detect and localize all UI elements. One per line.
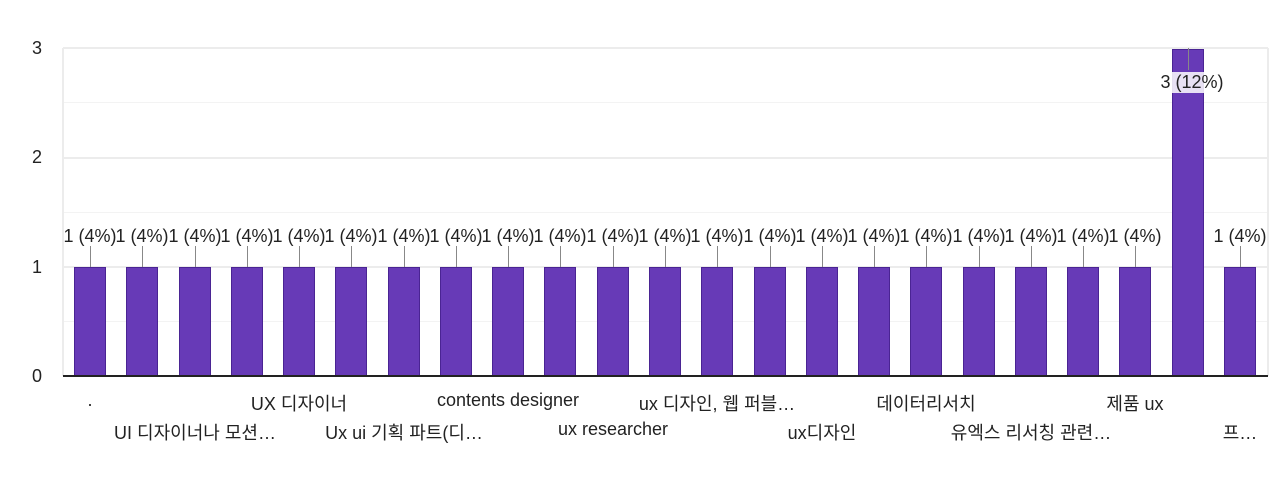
gridline-2	[63, 157, 1268, 159]
bar[interactable]	[1015, 266, 1047, 376]
x-axis-label: 유엑스 리서칭 관련…	[950, 423, 1112, 443]
x-axis-label: ux디자인	[787, 423, 857, 443]
x-axis-line	[63, 375, 1268, 377]
x-axis-label: .	[87, 390, 93, 410]
x-axis-label: 데이터리서치	[876, 394, 976, 414]
data-label-leader	[1188, 48, 1189, 70]
bar[interactable]	[1172, 49, 1204, 376]
bar[interactable]	[806, 266, 838, 376]
data-label-leader	[665, 246, 666, 267]
bar[interactable]	[858, 266, 890, 376]
data-label-leader	[299, 246, 300, 267]
gridline-3	[63, 47, 1268, 49]
data-label-leader	[195, 246, 196, 267]
x-axis-label: contents designer	[436, 390, 580, 410]
gridline-minor	[63, 102, 1268, 103]
data-label: 1 (4%)	[690, 226, 744, 246]
data-label-leader	[351, 246, 352, 267]
data-label-leader	[926, 246, 927, 267]
data-label-leader	[1083, 246, 1084, 267]
data-label: 1 (4%)	[1108, 226, 1162, 246]
data-label: 1 (4%)	[533, 226, 587, 246]
bar[interactable]	[388, 266, 420, 376]
data-label: 1 (4%)	[743, 226, 797, 246]
data-label-leader	[508, 246, 509, 267]
data-label-leader	[456, 246, 457, 267]
bar[interactable]	[649, 266, 681, 376]
bar[interactable]	[754, 266, 786, 376]
data-label: 1 (4%)	[377, 226, 431, 246]
bar[interactable]	[440, 266, 472, 376]
x-axis-label: ux 디자인, 웹 퍼블…	[638, 394, 796, 414]
data-label-leader	[560, 246, 561, 267]
data-label-leader	[717, 246, 718, 267]
x-axis-label: UI 디자이너나 모션…	[114, 423, 276, 443]
data-label: 1 (4%)	[847, 226, 901, 246]
bar[interactable]	[1119, 266, 1151, 376]
x-axis-label: Ux ui 기획 파트(디…	[325, 423, 483, 443]
data-label-leader	[142, 246, 143, 267]
data-label: 1 (4%)	[220, 226, 274, 246]
data-label: 1 (4%)	[1056, 226, 1110, 246]
data-label: 1 (4%)	[168, 226, 222, 246]
data-label: 1 (4%)	[1213, 226, 1267, 246]
data-label: 1 (4%)	[899, 226, 953, 246]
data-label-leader	[613, 246, 614, 267]
data-label-leader	[979, 246, 980, 267]
bar[interactable]	[910, 266, 942, 376]
data-label-leader	[1240, 246, 1241, 267]
bar[interactable]	[963, 266, 995, 376]
bar[interactable]	[701, 266, 733, 376]
data-label-leader	[90, 246, 91, 267]
gridline-minor	[63, 212, 1268, 213]
data-label-leader	[1031, 246, 1032, 267]
plot-border-right	[1267, 48, 1269, 376]
data-label-leader	[770, 246, 771, 267]
x-axis-label: 제품 ux	[1106, 394, 1164, 414]
y-tick-1: 1	[31, 257, 42, 277]
bar[interactable]	[74, 266, 106, 376]
data-label-leader	[1135, 246, 1136, 267]
y-tick-0: 0	[31, 366, 42, 386]
y-tick-2: 2	[31, 147, 42, 167]
x-axis-label: 프…	[1222, 423, 1258, 443]
bar[interactable]	[335, 266, 367, 376]
data-label: 1 (4%)	[586, 226, 640, 246]
x-axis-label: UX 디자이너	[250, 394, 348, 414]
data-label: 1 (4%)	[115, 226, 169, 246]
data-label: 1 (4%)	[429, 226, 483, 246]
x-axis-label: ux researcher	[557, 419, 669, 439]
data-label: 1 (4%)	[638, 226, 692, 246]
bar[interactable]	[544, 266, 576, 376]
data-label: 1 (4%)	[63, 226, 117, 246]
plot-border-left	[62, 48, 64, 376]
bar[interactable]	[283, 266, 315, 376]
data-label-leader	[822, 246, 823, 267]
bar[interactable]	[1067, 266, 1099, 376]
data-label: 1 (4%)	[481, 226, 535, 246]
bar[interactable]	[597, 266, 629, 376]
data-label: 1 (4%)	[795, 226, 849, 246]
data-label-leader	[874, 246, 875, 267]
bar[interactable]	[1224, 266, 1256, 376]
y-tick-3: 3	[31, 38, 42, 58]
data-label-leader	[247, 246, 248, 267]
data-label: 3 (12%)	[1159, 72, 1225, 93]
data-label-leader	[404, 246, 405, 267]
data-label: 1 (4%)	[1004, 226, 1058, 246]
bar[interactable]	[126, 266, 158, 376]
bar[interactable]	[492, 266, 524, 376]
data-label: 1 (4%)	[272, 226, 326, 246]
bar[interactable]	[179, 266, 211, 376]
bar[interactable]	[231, 266, 263, 376]
data-label: 1 (4%)	[952, 226, 1006, 246]
data-label: 1 (4%)	[324, 226, 378, 246]
